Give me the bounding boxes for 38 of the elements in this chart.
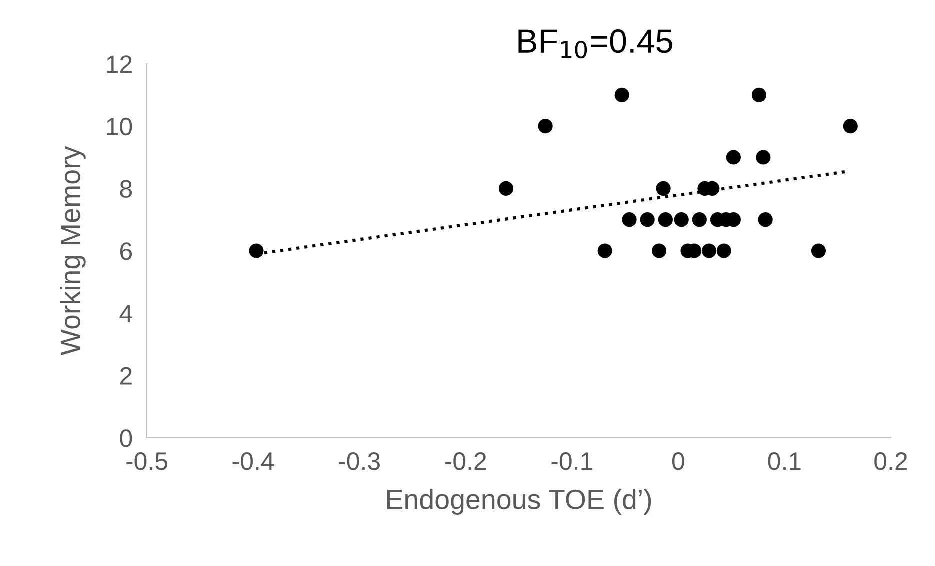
x-tick-label: -0.1: [552, 452, 592, 470]
y-tick-label: 4: [120, 305, 132, 322]
x-tick-label: -0.3: [339, 452, 380, 470]
point: [538, 119, 553, 134]
y-tick-label: 0: [120, 430, 132, 448]
point: [726, 150, 741, 165]
y-tick-label: 12: [107, 56, 132, 74]
y-tick-label: 10: [107, 118, 132, 136]
point: [498, 181, 514, 196]
point: [811, 244, 826, 258]
point: [249, 244, 264, 258]
point: [752, 88, 766, 102]
point: [843, 119, 858, 134]
x-axis-title: Endogenous TOE (d’): [387, 489, 652, 515]
y-axis-title: Working Memory: [60, 146, 86, 356]
point: [640, 212, 655, 228]
x-tick-label: 0.1: [768, 452, 801, 470]
point: [622, 212, 637, 228]
x-tick-label: -0.4: [232, 452, 274, 470]
x-tick-label: -0.5: [126, 452, 168, 470]
x-tick-label: 0: [672, 452, 684, 470]
point: [716, 244, 732, 258]
y-tick-label: 8: [120, 180, 132, 198]
point: [598, 244, 612, 258]
x-tick-label: -0.2: [445, 452, 486, 470]
x-tick-label: 0.2: [874, 452, 908, 470]
point: [692, 212, 707, 228]
point: [758, 212, 773, 228]
point: [614, 88, 630, 102]
point: [674, 212, 689, 228]
point: [702, 244, 717, 258]
point: [656, 181, 671, 196]
y-tick-label: 2: [120, 367, 132, 385]
point: [658, 212, 673, 228]
chart-title: BF$_{10}$=0.45: [518, 30, 672, 59]
point: [756, 150, 771, 165]
point: [652, 244, 667, 258]
y-tick-label: 6: [120, 242, 132, 260]
